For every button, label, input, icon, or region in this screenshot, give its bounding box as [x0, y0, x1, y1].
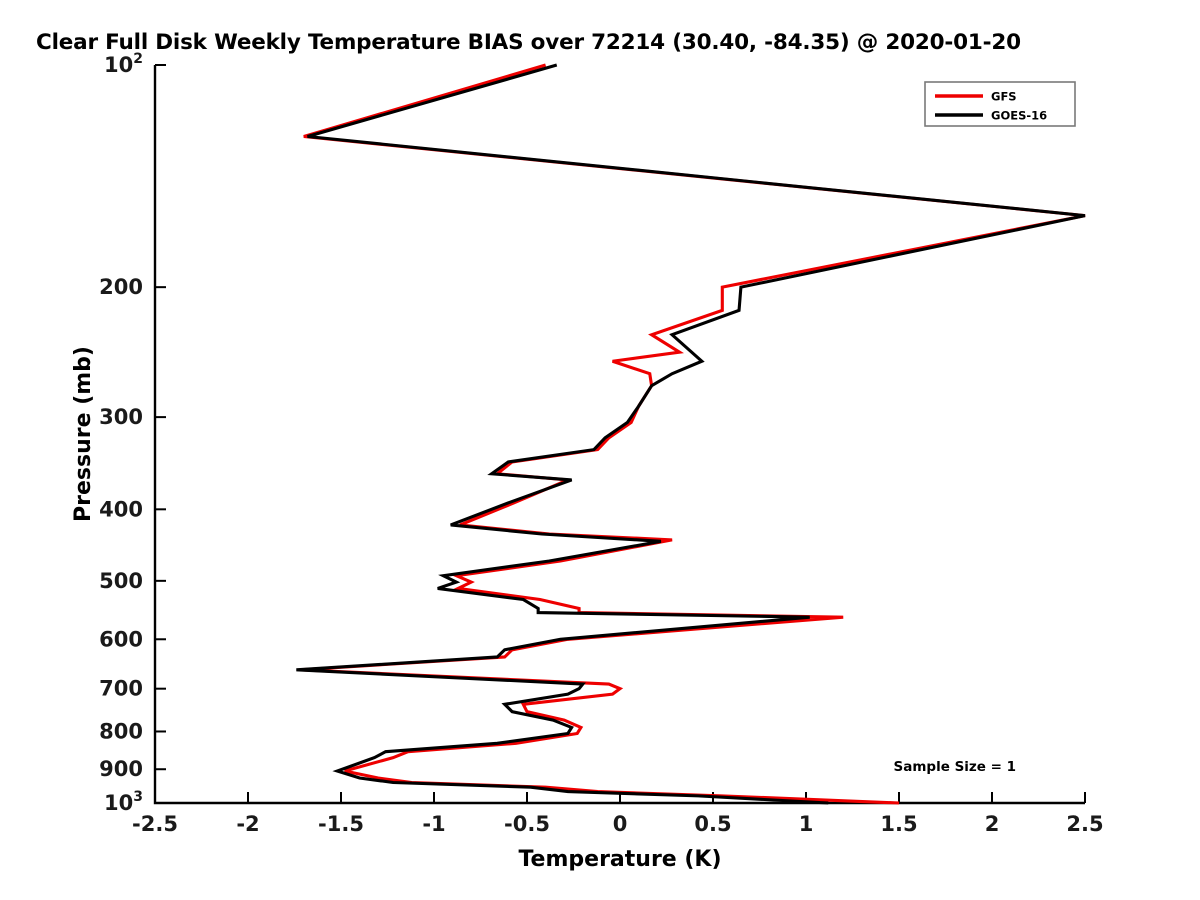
ytick-label: 200 — [99, 275, 143, 299]
xtick-label: -2 — [236, 812, 259, 836]
chart-legend[interactable]: GFS GOES-16 — [924, 81, 1076, 127]
ytick-label: 103 — [104, 789, 143, 815]
ytick-label: 700 — [99, 677, 143, 701]
xtick-label: 2.5 — [1066, 812, 1103, 836]
ytick-label: 102 — [104, 51, 143, 77]
legend-frame — [924, 81, 1076, 127]
legend-label-gfs[interactable]: GFS — [991, 90, 1017, 104]
ytick-label: 800 — [99, 719, 143, 743]
page-title: Clear Full Disk Weekly Temperature BIAS … — [36, 30, 1021, 55]
series-line-goes-16 — [296, 63, 1086, 805]
xtick-label: -1 — [422, 812, 445, 836]
xtick-label: 2 — [985, 812, 1000, 836]
x-axis-title: Temperature (K) — [518, 847, 721, 872]
ytick-label: 500 — [99, 569, 143, 593]
xtick-label: -1.5 — [318, 812, 364, 836]
ytick-label: 600 — [99, 627, 143, 651]
sample-size-annotation: Sample Size = 1 — [894, 759, 1017, 775]
xtick-label: 0 — [613, 812, 628, 836]
series-layer — [296, 63, 1086, 805]
xtick-label: -0.5 — [504, 812, 550, 836]
ytick-label: 900 — [99, 757, 143, 781]
xtick-label: 1.5 — [880, 812, 917, 836]
ytick-label: 300 — [99, 405, 143, 429]
xtick-label: 0.5 — [694, 812, 731, 836]
axis-spines — [153, 65, 1085, 805]
annotation-layer: Sample Size = 1 — [894, 759, 1017, 775]
xtick-label: 1 — [799, 812, 814, 836]
axes-layer: -2.5 -2 -1.5 -1 -0.5 0 0.5 1 1.5 2 2.5 102 200 300 400… — [71, 51, 1104, 872]
y-axis-title: Pressure (mb) — [71, 346, 96, 522]
series-line-gfs — [299, 63, 1086, 805]
legend-label-goes-16[interactable]: GOES-16 — [991, 109, 1047, 123]
ytick-label: 400 — [99, 497, 143, 521]
xtick-label: -2.5 — [132, 812, 178, 836]
